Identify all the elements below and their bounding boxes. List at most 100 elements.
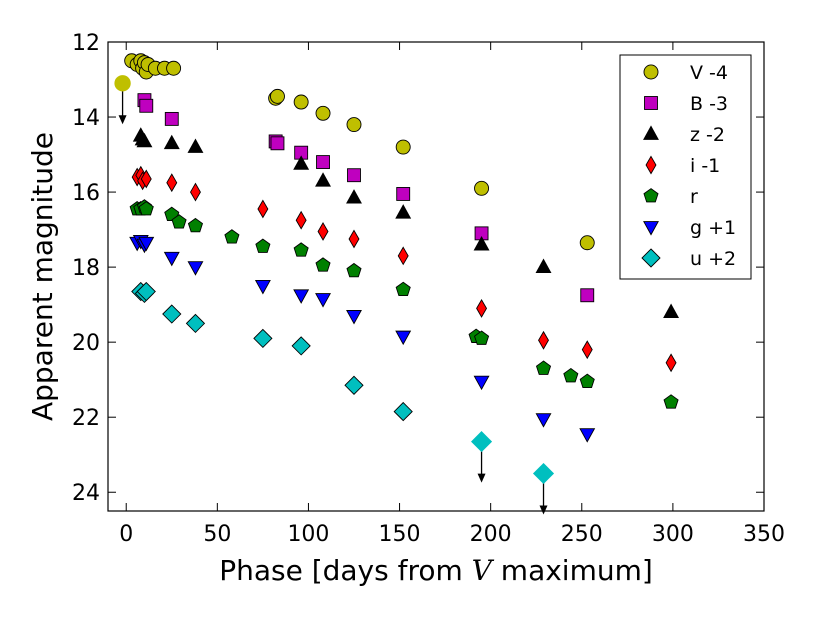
data-point [579, 428, 596, 443]
y-tick-label: 14 [72, 106, 100, 131]
data-point [346, 262, 362, 278]
data-point [347, 168, 361, 183]
data-point [665, 353, 677, 373]
series-g-1 [129, 235, 596, 443]
x-tick-label: 350 [743, 522, 785, 547]
series-z-2 [132, 127, 680, 318]
data-point [581, 340, 593, 360]
legend-label: B -3 [690, 93, 728, 115]
legend-marker [643, 64, 659, 80]
data-point [293, 242, 309, 257]
data-point [162, 304, 182, 324]
data-point [395, 204, 412, 219]
data-point [295, 210, 307, 230]
data-point [140, 169, 152, 189]
data-point [474, 180, 490, 196]
upper-limit-arrowhead [477, 473, 486, 483]
data-point [579, 373, 595, 388]
y-tick-label: 22 [72, 406, 100, 431]
data-point [257, 199, 269, 219]
data-point [253, 328, 273, 349]
data-point [535, 413, 552, 428]
series-i-1 [131, 165, 677, 373]
series-v-4 [114, 53, 595, 251]
data-point [315, 172, 331, 187]
data-point [535, 258, 552, 273]
data-point [393, 401, 413, 422]
legend-box [619, 54, 752, 280]
data-point [293, 155, 310, 170]
data-point [163, 134, 180, 150]
data-point [474, 330, 490, 345]
data-point [254, 280, 271, 295]
legend-label: V -4 [690, 62, 728, 84]
x-tick-label: 50 [203, 522, 231, 547]
y-tick-label: 12 [72, 31, 100, 56]
data-point [473, 375, 490, 391]
legend-label: z -2 [690, 124, 725, 146]
data-marks [114, 53, 680, 515]
x-axis-label: Phase [days from V maximum] [219, 554, 653, 587]
legend-label: r [690, 186, 698, 208]
x-tick-label: 100 [287, 522, 329, 547]
upper-limit-point [471, 431, 493, 453]
y-tick-label: 20 [72, 331, 100, 356]
data-point [563, 367, 579, 383]
legend: V -4 B -3 z -2 i -1 r g +1 u +2 [619, 54, 752, 280]
upper-limit-point [532, 462, 555, 485]
series-b-3 [137, 93, 595, 303]
legend-marker [641, 248, 661, 268]
x-tick-label: 300 [652, 522, 694, 547]
data-point [395, 330, 412, 346]
data-point [395, 139, 411, 155]
data-point [187, 217, 204, 233]
data-point [187, 138, 204, 153]
legend-label: g +1 [690, 217, 736, 239]
data-point [185, 313, 206, 334]
data-point [346, 310, 362, 325]
data-point [663, 303, 680, 318]
x-tick-label: 0 [119, 522, 133, 547]
data-point [535, 360, 552, 375]
data-point [395, 281, 411, 297]
data-point [163, 251, 180, 267]
plot-frame [107, 41, 765, 512]
data-point [293, 289, 310, 304]
x-tick-label: 150 [379, 522, 421, 547]
x-tick-label: 200 [470, 522, 512, 547]
series-r [129, 199, 679, 409]
data-point [293, 94, 309, 110]
data-point [344, 375, 364, 395]
legend-marker [644, 96, 658, 110]
upper-limit-point [114, 75, 131, 92]
y-tick-label: 18 [72, 256, 100, 281]
data-point [187, 261, 204, 276]
upper-limit-arrowhead [539, 505, 548, 515]
data-point [315, 293, 331, 308]
legend-marker [643, 221, 659, 236]
data-point [397, 246, 409, 266]
data-point [291, 336, 311, 356]
data-point [164, 111, 179, 126]
legend-label: u +2 [690, 248, 736, 270]
data-point [255, 238, 271, 253]
x-tick-label: 250 [561, 522, 603, 547]
data-point [315, 257, 331, 272]
legend-marker [643, 188, 659, 203]
data-point [138, 201, 154, 216]
data-point [346, 189, 362, 204]
data-point [315, 105, 331, 121]
data-point [136, 281, 156, 302]
data-point [317, 222, 329, 241]
data-point [538, 330, 549, 350]
data-point [270, 136, 285, 151]
data-point [580, 288, 595, 303]
data-point [346, 117, 362, 133]
y-axis-label: Apparent magnitude [26, 132, 59, 421]
series-u-2 [131, 281, 555, 515]
data-point [189, 182, 201, 202]
data-point [476, 298, 488, 318]
data-point [579, 235, 595, 251]
data-point [224, 229, 240, 244]
